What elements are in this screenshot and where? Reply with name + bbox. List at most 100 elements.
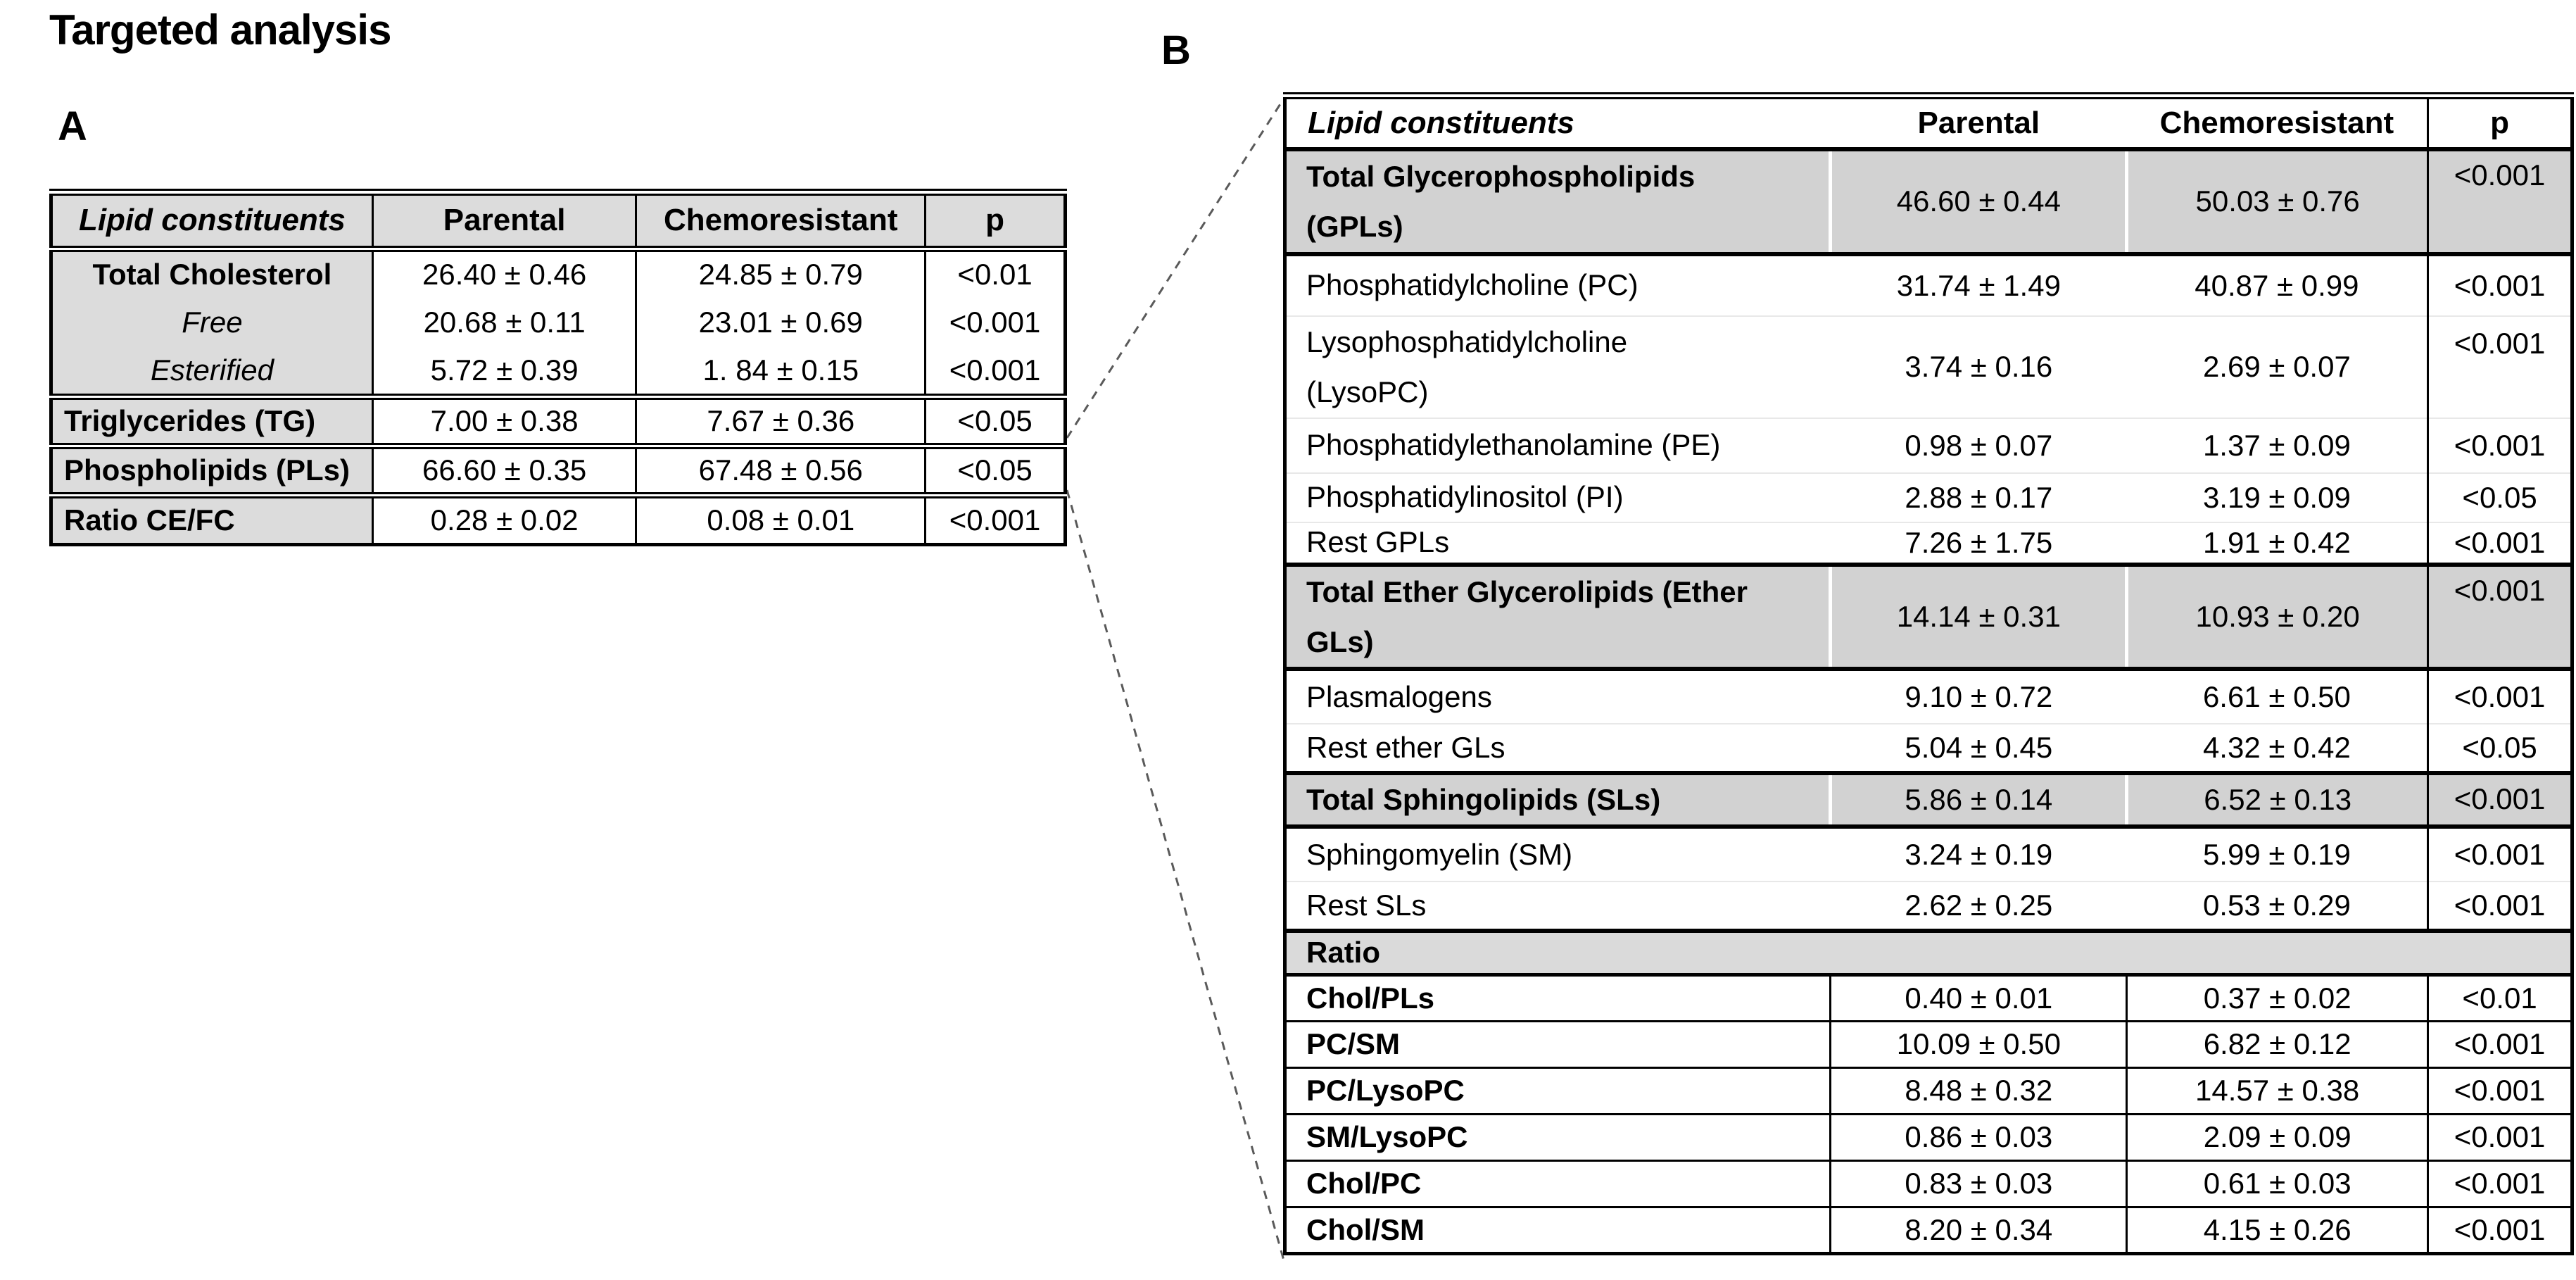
table-row: Total Cholesterol 26.40 ± 0.46 24.85 ± 0.7… [50,245,1066,298]
chemoresistant-value: 50.03 ± 0.76 [2126,147,2428,256]
row-label: Total Sphingolipids (SLs) [1284,771,1833,829]
parental-value: 8.48 ± 0.32 [1829,1066,2128,1115]
row-label: Rest GPLs [1284,521,1831,565]
p-value: <0.001 [2427,562,2572,672]
row-label: PC/SM [1283,1019,1832,1069]
chemoresistant-value: 67.48 ± 0.56 [635,442,927,495]
panel-b-table: Lipid constituents Parental Chemoresistant… [1283,92,2574,1255]
parental-value: 14.14 ± 0.31 [1830,562,2129,672]
p-value: <0.05 [2427,472,2572,522]
row-label: Total Ether Glycerolipids (Ether GLs) [1284,562,1833,672]
table-row: Ratio [1284,929,2572,977]
row-label: Chol/PLs [1283,973,1832,1022]
panel-a-header: Lipid constituents Parental Chemoresistant… [50,191,1066,250]
p-value: <0.001 [2427,417,2572,473]
row-label: Lysophosphatidylcholine (LysoPC) [1284,315,1831,418]
parental-value: 31.74 ± 1.49 [1830,253,2127,316]
parental-value: 0.28 ± 0.02 [371,491,638,544]
p-value: <0.001 [2427,253,2572,316]
panel-a-body: Total Cholesterol 26.40 ± 0.46 24.85 ± 0.7… [50,245,1066,544]
p-value: <0.001 [2427,826,2572,882]
section-label: Ratio [1284,929,2572,977]
p-value: <0.01 [924,245,1066,298]
table-row: Phosphatidylcholine (PC) 31.74 ± 1.49 40.8… [1284,253,2572,316]
table-row: Triglycerides (TG) 7.00 ± 0.38 7.67 ± 0.36… [50,393,1066,446]
parental-value: 2.62 ± 0.25 [1830,881,2127,931]
table-row: Rest GPLs 7.26 ± 1.75 1.91 ± 0.42 <0.001 [1284,521,2572,565]
chemoresistant-value: 1.37 ± 0.09 [2126,417,2428,473]
chemoresistant-value: 10.93 ± 0.20 [2126,562,2428,672]
table-row: Total Sphingolipids (SLs) 5.86 ± 0.14 6.52… [1284,771,2572,829]
row-label: Phosphatidylcholine (PC) [1284,253,1831,316]
column-header: Chemoresistant [2126,96,2428,151]
p-value: <0.001 [2427,668,2572,724]
table-row: Ratio CE/FC 0.28 ± 0.02 0.08 ± 0.01 <0.001 [50,491,1066,544]
parental-value: 0.86 ± 0.03 [1829,1112,2128,1162]
p-value: <0.001 [2427,1066,2573,1115]
table-row: Phospholipids (PLs) 66.60 ± 0.35 67.48 ± 0… [50,442,1066,495]
table-row: Plasmalogens 9.10 ± 0.72 6.61 ± 0.50 <0.001 [1284,668,2572,724]
table-row: Total Ether Glycerolipids (Ether GLs) 14.… [1284,562,2572,672]
table-row: SM/LysoPC 0.86 ± 0.03 2.09 ± 0.09 <0.001 [1283,1112,2573,1162]
column-header: p [924,191,1066,250]
parental-value: 3.24 ± 0.19 [1830,826,2127,882]
chemoresistant-value: 4.32 ± 0.42 [2126,723,2428,774]
table-row: PC/SM 10.09 ± 0.50 6.82 ± 0.12 <0.001 [1283,1019,2573,1069]
panel-b-header: Lipid constituents Parental Chemoresistant… [1284,96,2572,151]
table-row: Rest SLs 2.62 ± 0.25 0.53 ± 0.29 <0.001 [1284,881,2572,931]
parental-value: 26.40 ± 0.46 [371,245,638,298]
p-value: <0.001 [2427,521,2572,565]
row-label: Rest SLs [1284,881,1831,931]
chemoresistant-value: 2.69 ± 0.07 [2126,315,2428,418]
table-row: Free 20.68 ± 0.11 23.01 ± 0.69 <0.001 [50,298,1066,347]
row-label: PC/LysoPC [1283,1066,1832,1115]
panel_b-header-row: Lipid constituents Parental Chemoresistant… [1284,96,2572,151]
panel-a-label: A [58,103,87,149]
table-row: Phosphatidylethanolamine (PE) 0.98 ± 0.07… [1284,417,2572,473]
p-value: <0.001 [2427,881,2572,931]
row-label: Chol/PC [1283,1159,1832,1208]
chemoresistant-value: 23.01 ± 0.69 [635,298,927,347]
parental-value: 9.10 ± 0.72 [1830,668,2127,724]
row-label: Total Cholesterol [50,245,374,298]
chemoresistant-value: 6.82 ± 0.12 [2126,1019,2430,1069]
table-row: Total Glycerophospholipids (GPLs) 46.60 ±… [1284,147,2572,256]
row-label: Rest ether GLs [1284,723,1831,774]
chemoresistant-value: 7.67 ± 0.36 [635,393,927,446]
column-header: Parental [371,191,638,250]
parental-value: 10.09 ± 0.50 [1829,1019,2128,1069]
panel_a-header-row: Lipid constituents Parental Chemoresistant… [50,191,1066,250]
panel-a-table: Lipid constituents Parental Chemoresistant… [49,189,1067,546]
parental-value: 5.86 ± 0.14 [1830,771,2129,829]
p-value: <0.001 [2427,1112,2573,1162]
parental-value: 0.98 ± 0.07 [1830,417,2127,473]
row-label: Phospholipids (PLs) [50,442,374,495]
row-label: SM/LysoPC [1283,1112,1832,1162]
p-value: <0.001 [924,298,1066,347]
parental-value: 5.72 ± 0.39 [371,347,638,396]
chemoresistant-value: 4.15 ± 0.26 [2126,1205,2430,1255]
table-row: Lysophosphatidylcholine (LysoPC) 3.74 ± 0… [1284,315,2572,418]
p-value: <0.001 [924,347,1066,396]
p-value: <0.001 [2427,1019,2573,1069]
chemoresistant-value: 0.37 ± 0.02 [2126,973,2430,1022]
p-value: <0.05 [924,442,1066,495]
table-row: Sphingomyelin (SM) 3.24 ± 0.19 5.99 ± 0.19… [1284,826,2572,882]
p-value: <0.001 [2427,771,2572,829]
row-label: Sphingomyelin (SM) [1284,826,1831,882]
chemoresistant-value: 24.85 ± 0.79 [635,245,927,298]
chemoresistant-value: 1.91 ± 0.42 [2126,521,2428,565]
parental-value: 0.40 ± 0.01 [1829,973,2128,1022]
parental-value: 66.60 ± 0.35 [371,442,638,495]
table-row: Esterified 5.72 ± 0.39 1. 84 ± 0.15 <0.001 [50,347,1066,396]
chemoresistant-value: 2.09 ± 0.09 [2126,1112,2430,1162]
chemoresistant-value: 6.61 ± 0.50 [2126,668,2428,724]
panel-b-body: Total Glycerophospholipids (GPLs) 46.60 ±… [1283,147,2573,1255]
parental-value: 46.60 ± 0.44 [1830,147,2129,256]
column-header: p [2427,96,2572,151]
parental-value: 5.04 ± 0.45 [1830,723,2127,774]
parental-value: 7.00 ± 0.38 [371,393,638,446]
row-label: Plasmalogens [1284,668,1831,724]
row-label: Total Glycerophospholipids (GPLs) [1284,147,1833,256]
